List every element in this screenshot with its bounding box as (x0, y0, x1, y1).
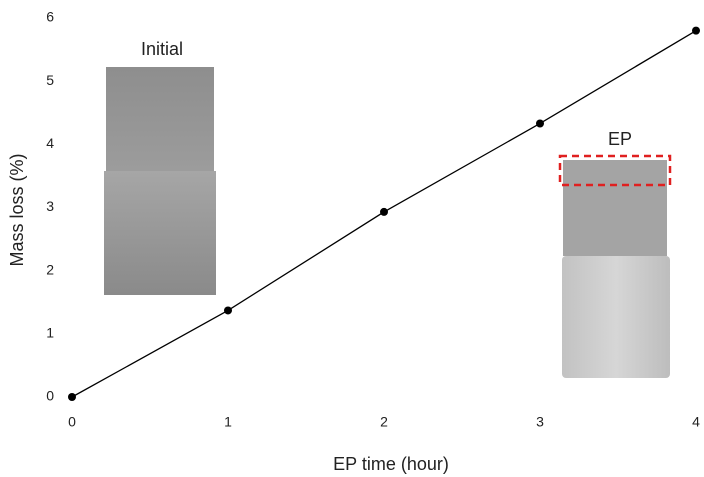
y-tick-label: 0 (46, 388, 54, 404)
x-tick-label: 0 (68, 414, 76, 430)
data-point (692, 26, 700, 35)
data-point (536, 119, 544, 128)
x-tick-label: 3 (536, 414, 544, 430)
y-tick-label: 2 (46, 261, 54, 277)
x-tick-label: 1 (224, 414, 232, 430)
data-point (68, 393, 76, 401)
x-tick-label: 2 (380, 414, 388, 430)
y-tick-label: 5 (46, 72, 54, 88)
annotation: EP (608, 129, 632, 149)
y-tick-label: 6 (46, 9, 54, 25)
sample-photo-ep (558, 154, 672, 378)
data-point (224, 306, 232, 315)
sample-photo-initial (104, 67, 216, 295)
y-tick-label: 1 (46, 325, 54, 341)
x-tick-label: 4 (692, 414, 700, 430)
y-tick-label: 4 (46, 135, 54, 151)
y-axis-label: Mass loss (%) (7, 153, 27, 266)
x-axis-label: EP time (hour) (333, 454, 449, 474)
y-tick-label: 3 (46, 198, 54, 214)
annotation: Initial (141, 39, 183, 59)
data-point (380, 207, 388, 216)
